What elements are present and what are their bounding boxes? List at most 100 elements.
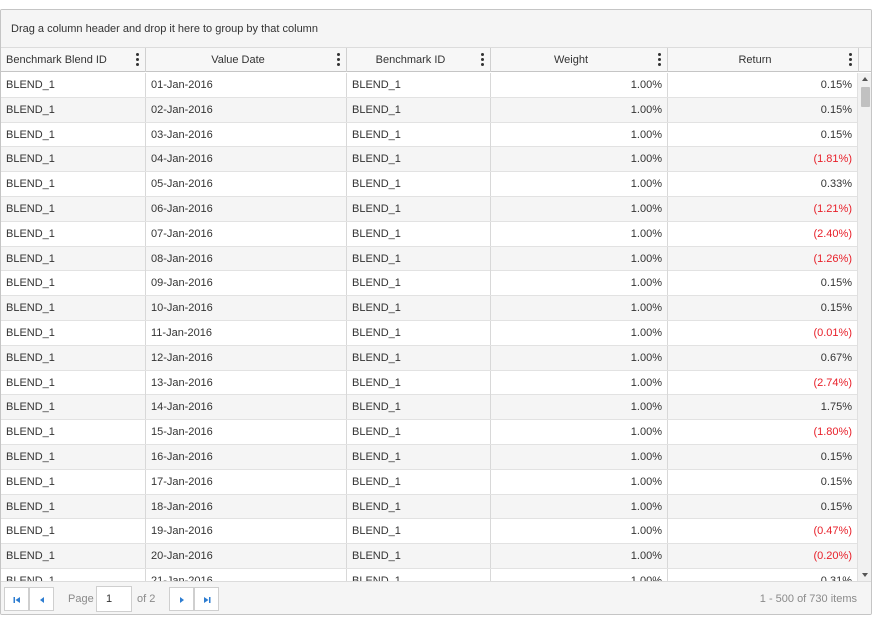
column-menu-icon[interactable] bbox=[481, 53, 484, 66]
cell-weight: 1.00% bbox=[491, 172, 668, 197]
table-row[interactable]: BLEND_1 02-Jan-2016 BLEND_1 1.00% 0.15% bbox=[1, 97, 857, 123]
table-row[interactable]: BLEND_1 11-Jan-2016 BLEND_1 1.00% (0.01%) bbox=[1, 320, 857, 346]
cell-value-date: 21-Jan-2016 bbox=[146, 568, 347, 581]
page-number-input[interactable] bbox=[96, 586, 132, 612]
table-row[interactable]: BLEND_1 08-Jan-2016 BLEND_1 1.00% (1.26%) bbox=[1, 246, 857, 272]
grid-body: BLEND_1 01-Jan-2016 BLEND_1 1.00% 0.15% BLEND… bbox=[1, 73, 857, 581]
column-menu-icon[interactable] bbox=[136, 53, 139, 66]
table-row[interactable]: BLEND_1 17-Jan-2016 BLEND_1 1.00% 0.15% bbox=[1, 469, 857, 495]
cell-weight: 1.00% bbox=[491, 147, 668, 172]
table-row[interactable]: BLEND_1 10-Jan-2016 BLEND_1 1.00% 0.15% bbox=[1, 296, 857, 321]
table-row[interactable]: BLEND_1 05-Jan-2016 BLEND_1 1.00% 0.33% bbox=[1, 172, 857, 197]
table-row[interactable]: BLEND_1 09-Jan-2016 BLEND_1 1.00% 0.15% bbox=[1, 271, 857, 297]
table-row[interactable]: BLEND_1 18-Jan-2016 BLEND_1 1.00% 0.15% bbox=[1, 494, 857, 520]
table-row[interactable]: BLEND_1 16-Jan-2016 BLEND_1 1.00% 0.15% bbox=[1, 444, 857, 470]
cell-benchmark-blend-id: BLEND_1 bbox=[1, 271, 146, 296]
next-page-button[interactable] bbox=[169, 587, 194, 611]
cell-benchmark-id: BLEND_1 bbox=[347, 73, 491, 97]
column-header-label: Benchmark Blend ID bbox=[6, 54, 107, 66]
cell-benchmark-id: BLEND_1 bbox=[347, 271, 491, 296]
column-header-weight[interactable]: Weight bbox=[491, 48, 668, 72]
cell-benchmark-id: BLEND_1 bbox=[347, 469, 491, 494]
table-row[interactable]: BLEND_1 04-Jan-2016 BLEND_1 1.00% (1.81%) bbox=[1, 147, 857, 173]
cell-return: 0.15% bbox=[668, 123, 857, 147]
cell-benchmark-id: BLEND_1 bbox=[347, 444, 491, 469]
last-page-button[interactable] bbox=[194, 587, 219, 611]
pager: Page of 2 1 - 500 of 730 items bbox=[1, 581, 871, 614]
column-menu-icon[interactable] bbox=[658, 53, 661, 66]
cell-weight: 1.00% bbox=[491, 221, 668, 246]
cell-benchmark-blend-id: BLEND_1 bbox=[1, 444, 146, 469]
cell-benchmark-id: BLEND_1 bbox=[347, 370, 491, 395]
table-row[interactable]: BLEND_1 13-Jan-2016 BLEND_1 1.00% (2.74%) bbox=[1, 370, 857, 396]
scroll-up-icon[interactable] bbox=[858, 73, 871, 85]
column-menu-icon[interactable] bbox=[337, 53, 340, 66]
cell-benchmark-blend-id: BLEND_1 bbox=[1, 469, 146, 494]
cell-weight: 1.00% bbox=[491, 568, 668, 581]
cell-benchmark-id: BLEND_1 bbox=[347, 221, 491, 246]
cell-benchmark-id: BLEND_1 bbox=[347, 196, 491, 221]
cell-weight: 1.00% bbox=[491, 196, 668, 221]
cell-benchmark-id: BLEND_1 bbox=[347, 519, 491, 544]
cell-value-date: 11-Jan-2016 bbox=[146, 320, 347, 345]
column-header-benchmark-blend-id[interactable]: Benchmark Blend ID bbox=[1, 48, 146, 72]
column-header-label: Value Date bbox=[211, 54, 265, 66]
cell-return: 0.15% bbox=[668, 445, 857, 469]
cell-return: (1.80%) bbox=[668, 420, 857, 444]
cell-return: (1.21%) bbox=[668, 197, 857, 221]
column-header-return[interactable]: Return bbox=[668, 48, 859, 72]
cell-benchmark-id: BLEND_1 bbox=[347, 246, 491, 271]
cell-value-date: 16-Jan-2016 bbox=[146, 444, 347, 469]
cell-value-date: 18-Jan-2016 bbox=[146, 494, 347, 519]
table-row[interactable]: BLEND_1 21-Jan-2016 BLEND_1 1.00% 0.31% bbox=[1, 568, 857, 581]
cell-benchmark-id: BLEND_1 bbox=[347, 97, 491, 122]
cell-benchmark-blend-id: BLEND_1 bbox=[1, 494, 146, 519]
table-row[interactable]: BLEND_1 15-Jan-2016 BLEND_1 1.00% (1.80%) bbox=[1, 420, 857, 445]
column-header-value-date[interactable]: Value Date bbox=[146, 48, 347, 72]
column-header-benchmark-id[interactable]: Benchmark ID bbox=[347, 48, 491, 72]
cell-benchmark-blend-id: BLEND_1 bbox=[1, 122, 146, 147]
table-row[interactable]: BLEND_1 20-Jan-2016 BLEND_1 1.00% (0.20%) bbox=[1, 544, 857, 569]
first-page-button[interactable] bbox=[4, 587, 29, 611]
prev-page-button[interactable] bbox=[29, 587, 54, 611]
table-row[interactable]: BLEND_1 07-Jan-2016 BLEND_1 1.00% (2.40%) bbox=[1, 221, 857, 247]
cell-weight: 1.00% bbox=[491, 395, 668, 420]
group-panel-hint: Drag a column header and drop it here to… bbox=[11, 23, 318, 35]
cell-benchmark-blend-id: BLEND_1 bbox=[1, 221, 146, 246]
scroll-down-icon[interactable] bbox=[858, 569, 871, 581]
cell-value-date: 02-Jan-2016 bbox=[146, 97, 347, 122]
cell-benchmark-id: BLEND_1 bbox=[347, 494, 491, 519]
cell-value-date: 19-Jan-2016 bbox=[146, 519, 347, 544]
cell-benchmark-id: BLEND_1 bbox=[347, 395, 491, 420]
cell-benchmark-blend-id: BLEND_1 bbox=[1, 73, 146, 97]
cell-value-date: 10-Jan-2016 bbox=[146, 296, 347, 321]
cell-weight: 1.00% bbox=[491, 296, 668, 321]
scroll-thumb[interactable] bbox=[861, 87, 870, 107]
table-row[interactable]: BLEND_1 12-Jan-2016 BLEND_1 1.00% 0.67% bbox=[1, 345, 857, 371]
cell-value-date: 01-Jan-2016 bbox=[146, 73, 347, 97]
table-row[interactable]: BLEND_1 19-Jan-2016 BLEND_1 1.00% (0.47%) bbox=[1, 519, 857, 545]
cell-return: 0.15% bbox=[668, 271, 857, 295]
cell-return: 1.75% bbox=[668, 395, 857, 419]
cell-benchmark-id: BLEND_1 bbox=[347, 345, 491, 370]
vertical-scrollbar[interactable] bbox=[857, 73, 871, 581]
cell-return: 0.67% bbox=[668, 346, 857, 370]
table-row[interactable]: BLEND_1 14-Jan-2016 BLEND_1 1.00% 1.75% bbox=[1, 395, 857, 421]
column-menu-icon[interactable] bbox=[849, 53, 852, 66]
cell-weight: 1.00% bbox=[491, 370, 668, 395]
cell-weight: 1.00% bbox=[491, 345, 668, 370]
table-row[interactable]: BLEND_1 01-Jan-2016 BLEND_1 1.00% 0.15% bbox=[1, 73, 857, 98]
cell-weight: 1.00% bbox=[491, 97, 668, 122]
cell-value-date: 13-Jan-2016 bbox=[146, 370, 347, 395]
cell-weight: 1.00% bbox=[491, 320, 668, 345]
cell-benchmark-id: BLEND_1 bbox=[347, 568, 491, 581]
cell-benchmark-id: BLEND_1 bbox=[347, 420, 491, 445]
group-drop-panel[interactable]: Drag a column header and drop it here to… bbox=[1, 10, 871, 48]
cell-weight: 1.00% bbox=[491, 246, 668, 271]
table-row[interactable]: BLEND_1 03-Jan-2016 BLEND_1 1.00% 0.15% bbox=[1, 122, 857, 148]
cell-return: (0.20%) bbox=[668, 544, 857, 568]
cell-benchmark-blend-id: BLEND_1 bbox=[1, 97, 146, 122]
table-row[interactable]: BLEND_1 06-Jan-2016 BLEND_1 1.00% (1.21%) bbox=[1, 196, 857, 222]
cell-value-date: 08-Jan-2016 bbox=[146, 246, 347, 271]
page-label: Page bbox=[68, 593, 94, 605]
